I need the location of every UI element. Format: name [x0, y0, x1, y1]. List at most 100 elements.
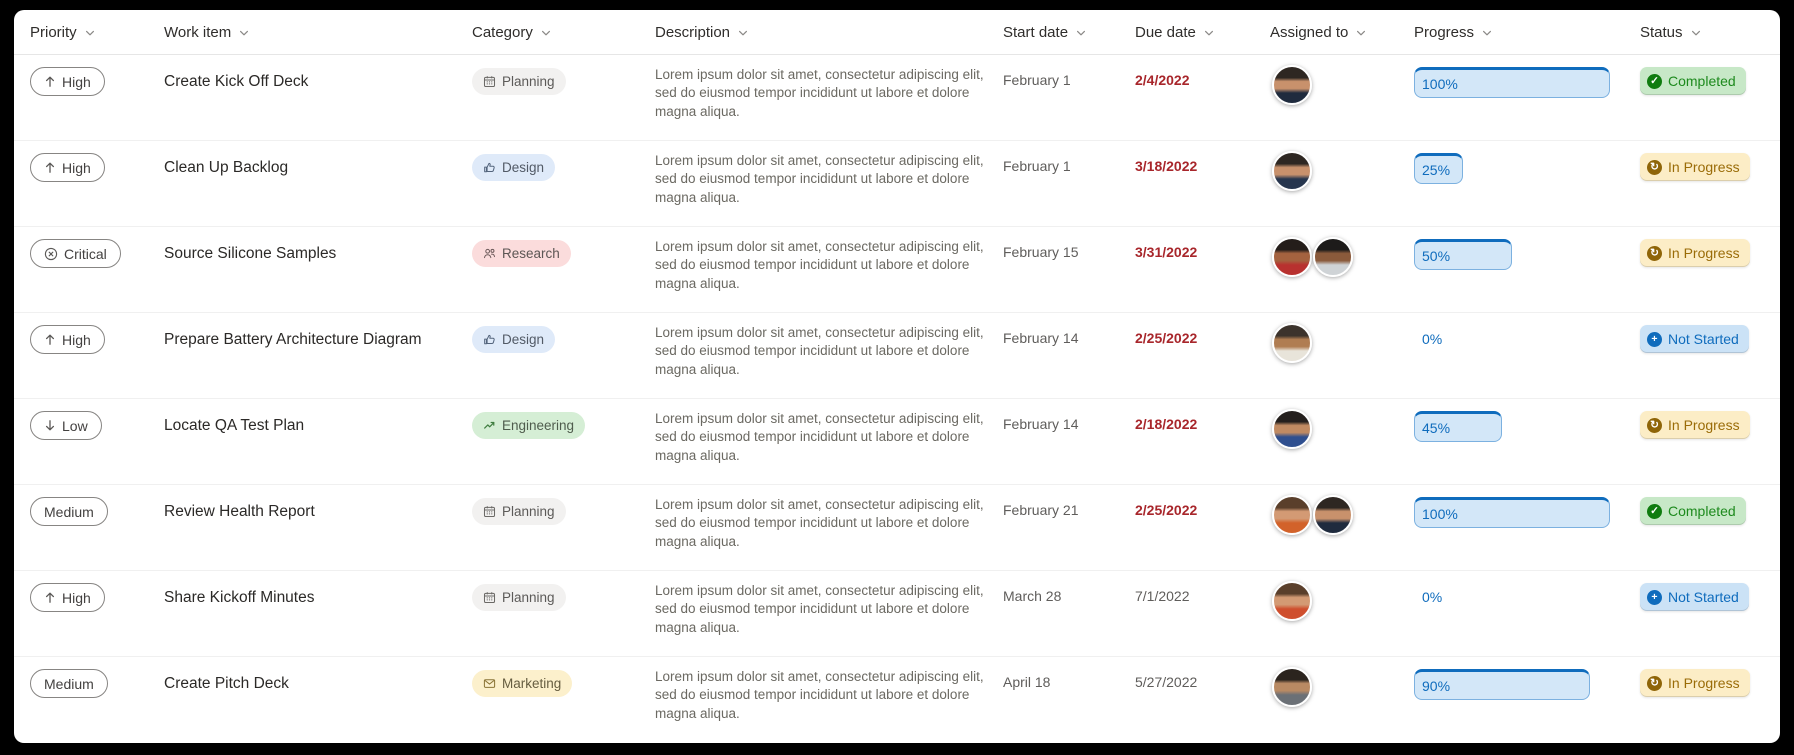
assigned-avatars[interactable]	[1270, 149, 1414, 191]
priority-badge[interactable]: Medium	[30, 669, 108, 698]
avatar[interactable]	[1272, 151, 1312, 191]
priority-badge[interactable]: High	[30, 583, 105, 612]
column-header-assigned-to[interactable]: Assigned to	[1270, 24, 1414, 41]
description-text: Lorem ipsum dolor sit amet, consectetur …	[655, 411, 984, 463]
due-date: 2/18/2022	[1135, 416, 1198, 432]
column-header-start-date[interactable]: Start date	[1003, 24, 1135, 41]
column-header-work-item[interactable]: Work item	[164, 24, 472, 41]
priority-badge[interactable]: High	[30, 67, 105, 96]
progress-bar[interactable]: 50%	[1414, 239, 1512, 270]
progress-label: 90%	[1422, 677, 1451, 694]
category-badge[interactable]: Marketing	[472, 670, 573, 697]
chevron-down-icon	[1075, 27, 1087, 39]
work-item-title[interactable]: Create Kick Off Deck	[164, 73, 309, 90]
status-label: In Progress	[1668, 159, 1740, 175]
assigned-avatars[interactable]	[1270, 579, 1414, 621]
column-header-label: Due date	[1135, 23, 1196, 41]
work-item-title[interactable]: Clean Up Backlog	[164, 159, 289, 176]
column-header-progress[interactable]: Progress	[1414, 24, 1640, 41]
avatar[interactable]	[1272, 581, 1312, 621]
category-label: Design	[502, 160, 545, 175]
chevron-down-icon	[1481, 27, 1493, 39]
column-header-status[interactable]: Status	[1640, 24, 1770, 41]
category-badge[interactable]: Design	[472, 154, 556, 181]
assigned-avatars[interactable]	[1270, 665, 1414, 707]
avatar[interactable]	[1272, 409, 1312, 449]
status-badge[interactable]: ✓ Completed	[1640, 497, 1746, 525]
description-text: Lorem ipsum dolor sit amet, consectetur …	[655, 153, 984, 205]
status-badge[interactable]: ↻ In Progress	[1640, 669, 1750, 697]
table-row[interactable]: Medium Create Pitch Deck Marketing Lorem…	[14, 657, 1780, 743]
due-date: 2/25/2022	[1135, 330, 1198, 346]
work-item-title[interactable]: Locate QA Test Plan	[164, 417, 305, 434]
description-text: Lorem ipsum dolor sit amet, consectetur …	[655, 669, 984, 721]
assigned-avatars[interactable]	[1270, 63, 1414, 105]
chevron-down-icon	[238, 27, 250, 39]
avatar[interactable]	[1272, 495, 1312, 535]
category-badge[interactable]: Planning	[472, 498, 566, 525]
work-item-title[interactable]: Create Pitch Deck	[164, 675, 289, 692]
sync-circle-icon: ↻	[1647, 159, 1662, 175]
column-header-label: Start date	[1003, 23, 1069, 41]
category-badge[interactable]: Design	[472, 326, 556, 353]
assigned-avatars[interactable]	[1270, 407, 1414, 449]
progress-bar[interactable]: 45%	[1414, 411, 1502, 442]
assigned-avatars[interactable]	[1270, 235, 1414, 277]
due-date: 2/25/2022	[1135, 502, 1198, 518]
priority-badge[interactable]: Medium	[30, 497, 108, 526]
table-body: High Create Kick Off Deck Planning Lorem…	[14, 55, 1780, 743]
avatar[interactable]	[1313, 237, 1353, 277]
assigned-avatars[interactable]	[1270, 493, 1414, 535]
status-badge[interactable]: + Not Started	[1640, 583, 1749, 611]
priority-badge[interactable]: High	[30, 325, 105, 354]
calendar-icon	[483, 75, 496, 88]
category-badge[interactable]: Engineering	[472, 412, 586, 439]
status-label: Completed	[1668, 503, 1736, 519]
progress-bar[interactable]: 25%	[1414, 153, 1463, 184]
category-badge[interactable]: Planning	[472, 68, 566, 95]
assigned-avatars[interactable]	[1270, 321, 1414, 363]
work-item-title[interactable]: Prepare Battery Architecture Diagram	[164, 331, 422, 348]
table-row[interactable]: High Clean Up Backlog Design Lorem ipsum…	[14, 141, 1780, 227]
progress-bar[interactable]: 100%	[1414, 497, 1610, 528]
arrow-down-icon	[44, 419, 56, 432]
status-badge[interactable]: ✓ Completed	[1640, 67, 1746, 95]
work-item-title[interactable]: Review Health Report	[164, 503, 315, 520]
priority-badge[interactable]: Low	[30, 411, 102, 440]
column-header-due-date[interactable]: Due date	[1135, 24, 1270, 41]
column-header-label: Description	[655, 23, 731, 41]
priority-badge[interactable]: High	[30, 153, 105, 182]
progress-bar[interactable]: 0%	[1414, 589, 1640, 605]
category-badge[interactable]: Planning	[472, 584, 566, 611]
status-badge[interactable]: ↻ In Progress	[1640, 411, 1750, 439]
column-header-label: Work item	[164, 23, 232, 41]
table-row[interactable]: Low Locate QA Test Plan Engineering Lore…	[14, 399, 1780, 485]
work-item-title[interactable]: Source Silicone Samples	[164, 245, 337, 262]
table-row[interactable]: Critical Source Silicone Samples Researc…	[14, 227, 1780, 313]
table-row[interactable]: High Share Kickoff Minutes Planning Lore…	[14, 571, 1780, 657]
table-row[interactable]: High Prepare Battery Architecture Diagra…	[14, 313, 1780, 399]
column-header-category[interactable]: Category	[472, 24, 655, 41]
column-header-priority[interactable]: Priority	[30, 24, 164, 41]
table-row[interactable]: High Create Kick Off Deck Planning Lorem…	[14, 55, 1780, 141]
avatar[interactable]	[1272, 65, 1312, 105]
progress-bar[interactable]: 0%	[1414, 331, 1640, 347]
priority-label: High	[62, 331, 91, 348]
avatar[interactable]	[1272, 667, 1312, 707]
progress-bar[interactable]: 100%	[1414, 67, 1610, 98]
priority-badge[interactable]: Critical	[30, 239, 121, 268]
category-badge[interactable]: Research	[472, 240, 571, 267]
work-item-title[interactable]: Share Kickoff Minutes	[164, 589, 315, 606]
status-badge[interactable]: ↻ In Progress	[1640, 153, 1750, 181]
status-badge[interactable]: ↻ In Progress	[1640, 239, 1750, 267]
avatar[interactable]	[1272, 323, 1312, 363]
table-row[interactable]: Medium Review Health Report Planning Lor…	[14, 485, 1780, 571]
column-header-description[interactable]: Description	[655, 24, 1003, 41]
avatar[interactable]	[1272, 237, 1312, 277]
avatar[interactable]	[1313, 495, 1353, 535]
arrow-up-icon	[44, 333, 56, 346]
status-badge[interactable]: + Not Started	[1640, 325, 1749, 353]
trend-up-icon	[483, 419, 496, 432]
description-text: Lorem ipsum dolor sit amet, consectetur …	[655, 497, 984, 549]
progress-bar[interactable]: 90%	[1414, 669, 1590, 700]
